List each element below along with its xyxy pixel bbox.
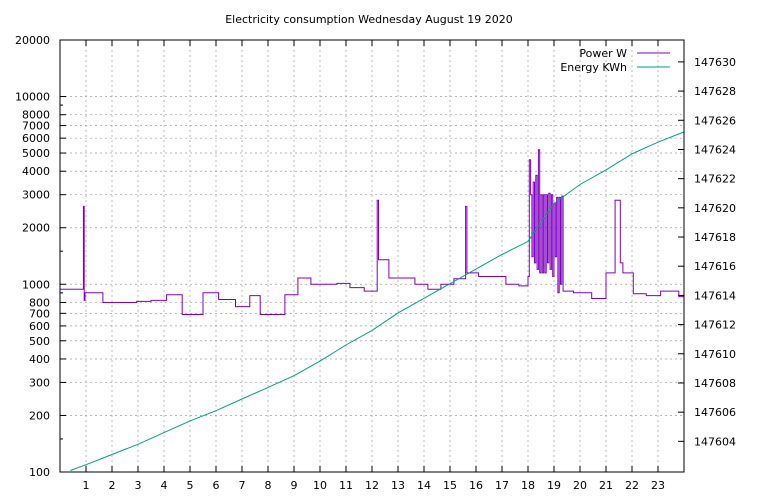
y-left-tick-label: 500 xyxy=(29,335,50,348)
tick-labels: 1 2 3 4 5 6 7 8 9 10 11 12 13 14 15 16 17 18 19 20 21 22 23100… xyxy=(15,34,736,492)
x-tick-label: 4 xyxy=(161,479,168,492)
legend-label: Energy KWh xyxy=(560,61,627,74)
y-left-tick-label: 2000 xyxy=(22,222,50,235)
y-right-tick-label: 147614 xyxy=(694,289,736,302)
y-right-tick-label: 147628 xyxy=(694,85,736,98)
y-left-tick-label: 5000 xyxy=(22,147,50,160)
x-tick-label: 6 xyxy=(213,479,220,492)
x-tick-label: 18 xyxy=(521,479,535,492)
y-right-tick-label: 147622 xyxy=(694,173,736,186)
y-left-tick-label: 3000 xyxy=(22,189,50,202)
series-lines xyxy=(60,131,685,471)
y-right-tick-label: 147608 xyxy=(694,377,736,390)
legend-label: Power W xyxy=(579,47,627,60)
x-tick-label: 23 xyxy=(651,479,665,492)
x-tick-label: 12 xyxy=(365,479,379,492)
x-tick-label: 5 xyxy=(187,479,194,492)
x-tick-label: 10 xyxy=(313,479,327,492)
y-left-tick-label: 700 xyxy=(29,307,50,320)
plot-frame xyxy=(59,39,685,473)
x-tick-label: 1 xyxy=(83,479,90,492)
y-right-tick-label: 147604 xyxy=(694,435,736,448)
y-right-tick-label: 147630 xyxy=(694,56,736,69)
y-left-tick-label: 200 xyxy=(29,409,50,422)
y-right-tick-label: 147612 xyxy=(694,319,736,332)
y-left-tick-label: 10000 xyxy=(15,91,50,104)
x-tick-label: 3 xyxy=(135,479,142,492)
x-tick-label: 9 xyxy=(291,479,298,492)
y-left-tick-label: 400 xyxy=(29,353,50,366)
y-left-tick-label: 100 xyxy=(29,466,50,479)
y-right-tick-label: 147616 xyxy=(694,260,736,273)
x-tick-label: 16 xyxy=(469,479,483,492)
x-tick-label: 14 xyxy=(417,479,431,492)
y-left-tick-label: 20000 xyxy=(15,34,50,47)
y-left-tick-label: 4000 xyxy=(22,165,50,178)
x-tick-label: 11 xyxy=(339,479,353,492)
y-left-tick-label: 800 xyxy=(29,296,50,309)
y-right-tick-label: 147626 xyxy=(694,114,736,127)
x-tick-label: 17 xyxy=(495,479,509,492)
x-tick-label: 8 xyxy=(265,479,272,492)
y-left-tick-label: 600 xyxy=(29,320,50,333)
y-left-tick-label: 6000 xyxy=(22,132,50,145)
grid xyxy=(60,40,684,472)
x-tick-label: 21 xyxy=(599,479,613,492)
y-left-tick-label: 1000 xyxy=(22,278,50,291)
x-tick-label: 15 xyxy=(443,479,457,492)
y-left-tick-label: 8000 xyxy=(22,109,50,122)
y-right-tick-label: 147606 xyxy=(694,406,736,419)
x-tick-label: 2 xyxy=(109,479,116,492)
y-right-tick-label: 147624 xyxy=(694,143,736,156)
power-series-line xyxy=(60,149,684,315)
x-tick-label: 22 xyxy=(625,479,639,492)
y-right-tick-label: 147620 xyxy=(694,202,736,215)
energy-series-line xyxy=(70,131,685,471)
axis-ticks xyxy=(60,39,684,473)
x-tick-label: 7 xyxy=(239,479,246,492)
y-right-tick-label: 147618 xyxy=(694,231,736,244)
y-right-tick-label: 147610 xyxy=(694,348,736,361)
chart-title: Electricity consumption Wednesday August… xyxy=(225,13,513,26)
x-tick-label: 13 xyxy=(391,479,405,492)
y-left-tick-label: 300 xyxy=(29,376,50,389)
x-tick-label: 20 xyxy=(573,479,587,492)
x-tick-label: 19 xyxy=(547,479,561,492)
y-left-tick-label: 7000 xyxy=(22,120,50,133)
